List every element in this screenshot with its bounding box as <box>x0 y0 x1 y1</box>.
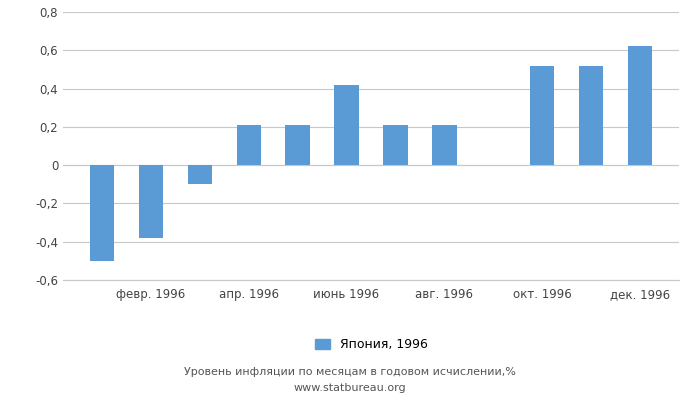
Bar <box>188 165 212 184</box>
Bar <box>432 125 456 165</box>
Bar <box>237 125 261 165</box>
Text: www.statbureau.org: www.statbureau.org <box>294 383 406 393</box>
Bar <box>139 165 163 238</box>
Legend: Япония, 1996: Япония, 1996 <box>311 334 431 355</box>
Bar <box>628 46 652 165</box>
Bar <box>286 125 310 165</box>
Bar <box>383 125 407 165</box>
Bar <box>90 165 114 261</box>
Bar <box>579 66 603 165</box>
Text: Уровень инфляции по месяцам в годовом исчислении,%: Уровень инфляции по месяцам в годовом ис… <box>184 367 516 377</box>
Bar <box>530 66 554 165</box>
Bar <box>335 85 359 165</box>
